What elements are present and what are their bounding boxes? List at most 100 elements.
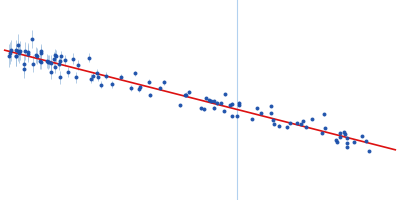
Point bbox=[351, 141, 357, 144]
Point bbox=[198, 107, 204, 110]
Point bbox=[95, 76, 101, 79]
Point bbox=[34, 54, 40, 57]
Point bbox=[298, 122, 304, 126]
Point bbox=[52, 65, 58, 68]
Point bbox=[70, 57, 76, 60]
Point bbox=[127, 87, 134, 90]
Point bbox=[136, 88, 142, 91]
Point bbox=[15, 50, 21, 53]
Point bbox=[203, 97, 209, 100]
Point bbox=[136, 85, 143, 88]
Point bbox=[236, 103, 242, 106]
Point bbox=[57, 59, 64, 62]
Point bbox=[103, 74, 109, 77]
Point bbox=[268, 104, 274, 108]
Point bbox=[58, 55, 64, 58]
Point bbox=[344, 146, 350, 149]
Point bbox=[211, 106, 218, 110]
Point bbox=[229, 114, 235, 117]
Point bbox=[341, 131, 347, 134]
Point bbox=[177, 104, 183, 107]
Point bbox=[74, 63, 81, 67]
Point bbox=[37, 60, 44, 63]
Point bbox=[302, 125, 309, 128]
Point bbox=[210, 100, 217, 103]
Point bbox=[276, 124, 282, 127]
Point bbox=[94, 71, 100, 75]
Point bbox=[86, 56, 92, 59]
Point bbox=[48, 70, 54, 73]
Point bbox=[294, 121, 300, 124]
Point bbox=[146, 80, 152, 83]
Point bbox=[65, 71, 71, 74]
Point bbox=[6, 54, 12, 57]
Point bbox=[25, 52, 32, 55]
Point bbox=[90, 75, 96, 78]
Point bbox=[284, 126, 290, 129]
Point bbox=[48, 61, 54, 64]
Point bbox=[62, 59, 68, 62]
Point bbox=[214, 101, 220, 105]
Point bbox=[362, 139, 369, 142]
Point bbox=[21, 68, 27, 71]
Point bbox=[206, 99, 212, 102]
Point bbox=[25, 50, 31, 53]
Point bbox=[358, 134, 365, 137]
Point bbox=[30, 62, 36, 65]
Point bbox=[217, 102, 224, 105]
Point bbox=[336, 135, 343, 139]
Point bbox=[45, 60, 51, 64]
Point bbox=[366, 149, 372, 153]
Point bbox=[21, 49, 28, 52]
Point bbox=[38, 51, 44, 55]
Point bbox=[38, 60, 44, 64]
Point bbox=[334, 140, 340, 143]
Point bbox=[12, 48, 19, 52]
Point bbox=[270, 119, 276, 122]
Point bbox=[319, 131, 326, 134]
Point bbox=[53, 54, 60, 58]
Point bbox=[52, 54, 58, 57]
Point bbox=[13, 54, 20, 57]
Point bbox=[220, 109, 227, 112]
Point bbox=[300, 119, 306, 123]
Point bbox=[57, 76, 63, 79]
Point bbox=[182, 93, 188, 97]
Point bbox=[16, 51, 22, 54]
Point bbox=[15, 43, 21, 46]
Point bbox=[97, 83, 104, 86]
Point bbox=[157, 87, 163, 90]
Point bbox=[322, 126, 328, 129]
Point bbox=[222, 93, 228, 96]
Point bbox=[182, 93, 189, 96]
Point bbox=[33, 54, 39, 57]
Point bbox=[13, 55, 20, 58]
Point bbox=[254, 107, 260, 110]
Point bbox=[336, 131, 343, 134]
Point bbox=[108, 83, 115, 86]
Point bbox=[227, 103, 233, 106]
Point bbox=[50, 57, 57, 60]
Point bbox=[88, 77, 94, 80]
Point bbox=[287, 122, 293, 125]
Point bbox=[38, 50, 45, 53]
Point bbox=[344, 141, 350, 144]
Point bbox=[258, 111, 264, 114]
Point bbox=[28, 38, 35, 41]
Point bbox=[7, 51, 14, 55]
Point bbox=[200, 108, 207, 111]
Point bbox=[309, 118, 315, 121]
Point bbox=[207, 99, 214, 103]
Point bbox=[46, 60, 52, 63]
Point bbox=[321, 113, 328, 116]
Point bbox=[186, 91, 192, 94]
Point bbox=[236, 101, 242, 104]
Point bbox=[147, 94, 154, 97]
Point bbox=[56, 62, 62, 65]
Point bbox=[44, 59, 50, 63]
Point bbox=[249, 117, 256, 120]
Point bbox=[118, 75, 124, 78]
Point bbox=[333, 139, 339, 142]
Point bbox=[268, 111, 274, 114]
Point bbox=[342, 132, 348, 136]
